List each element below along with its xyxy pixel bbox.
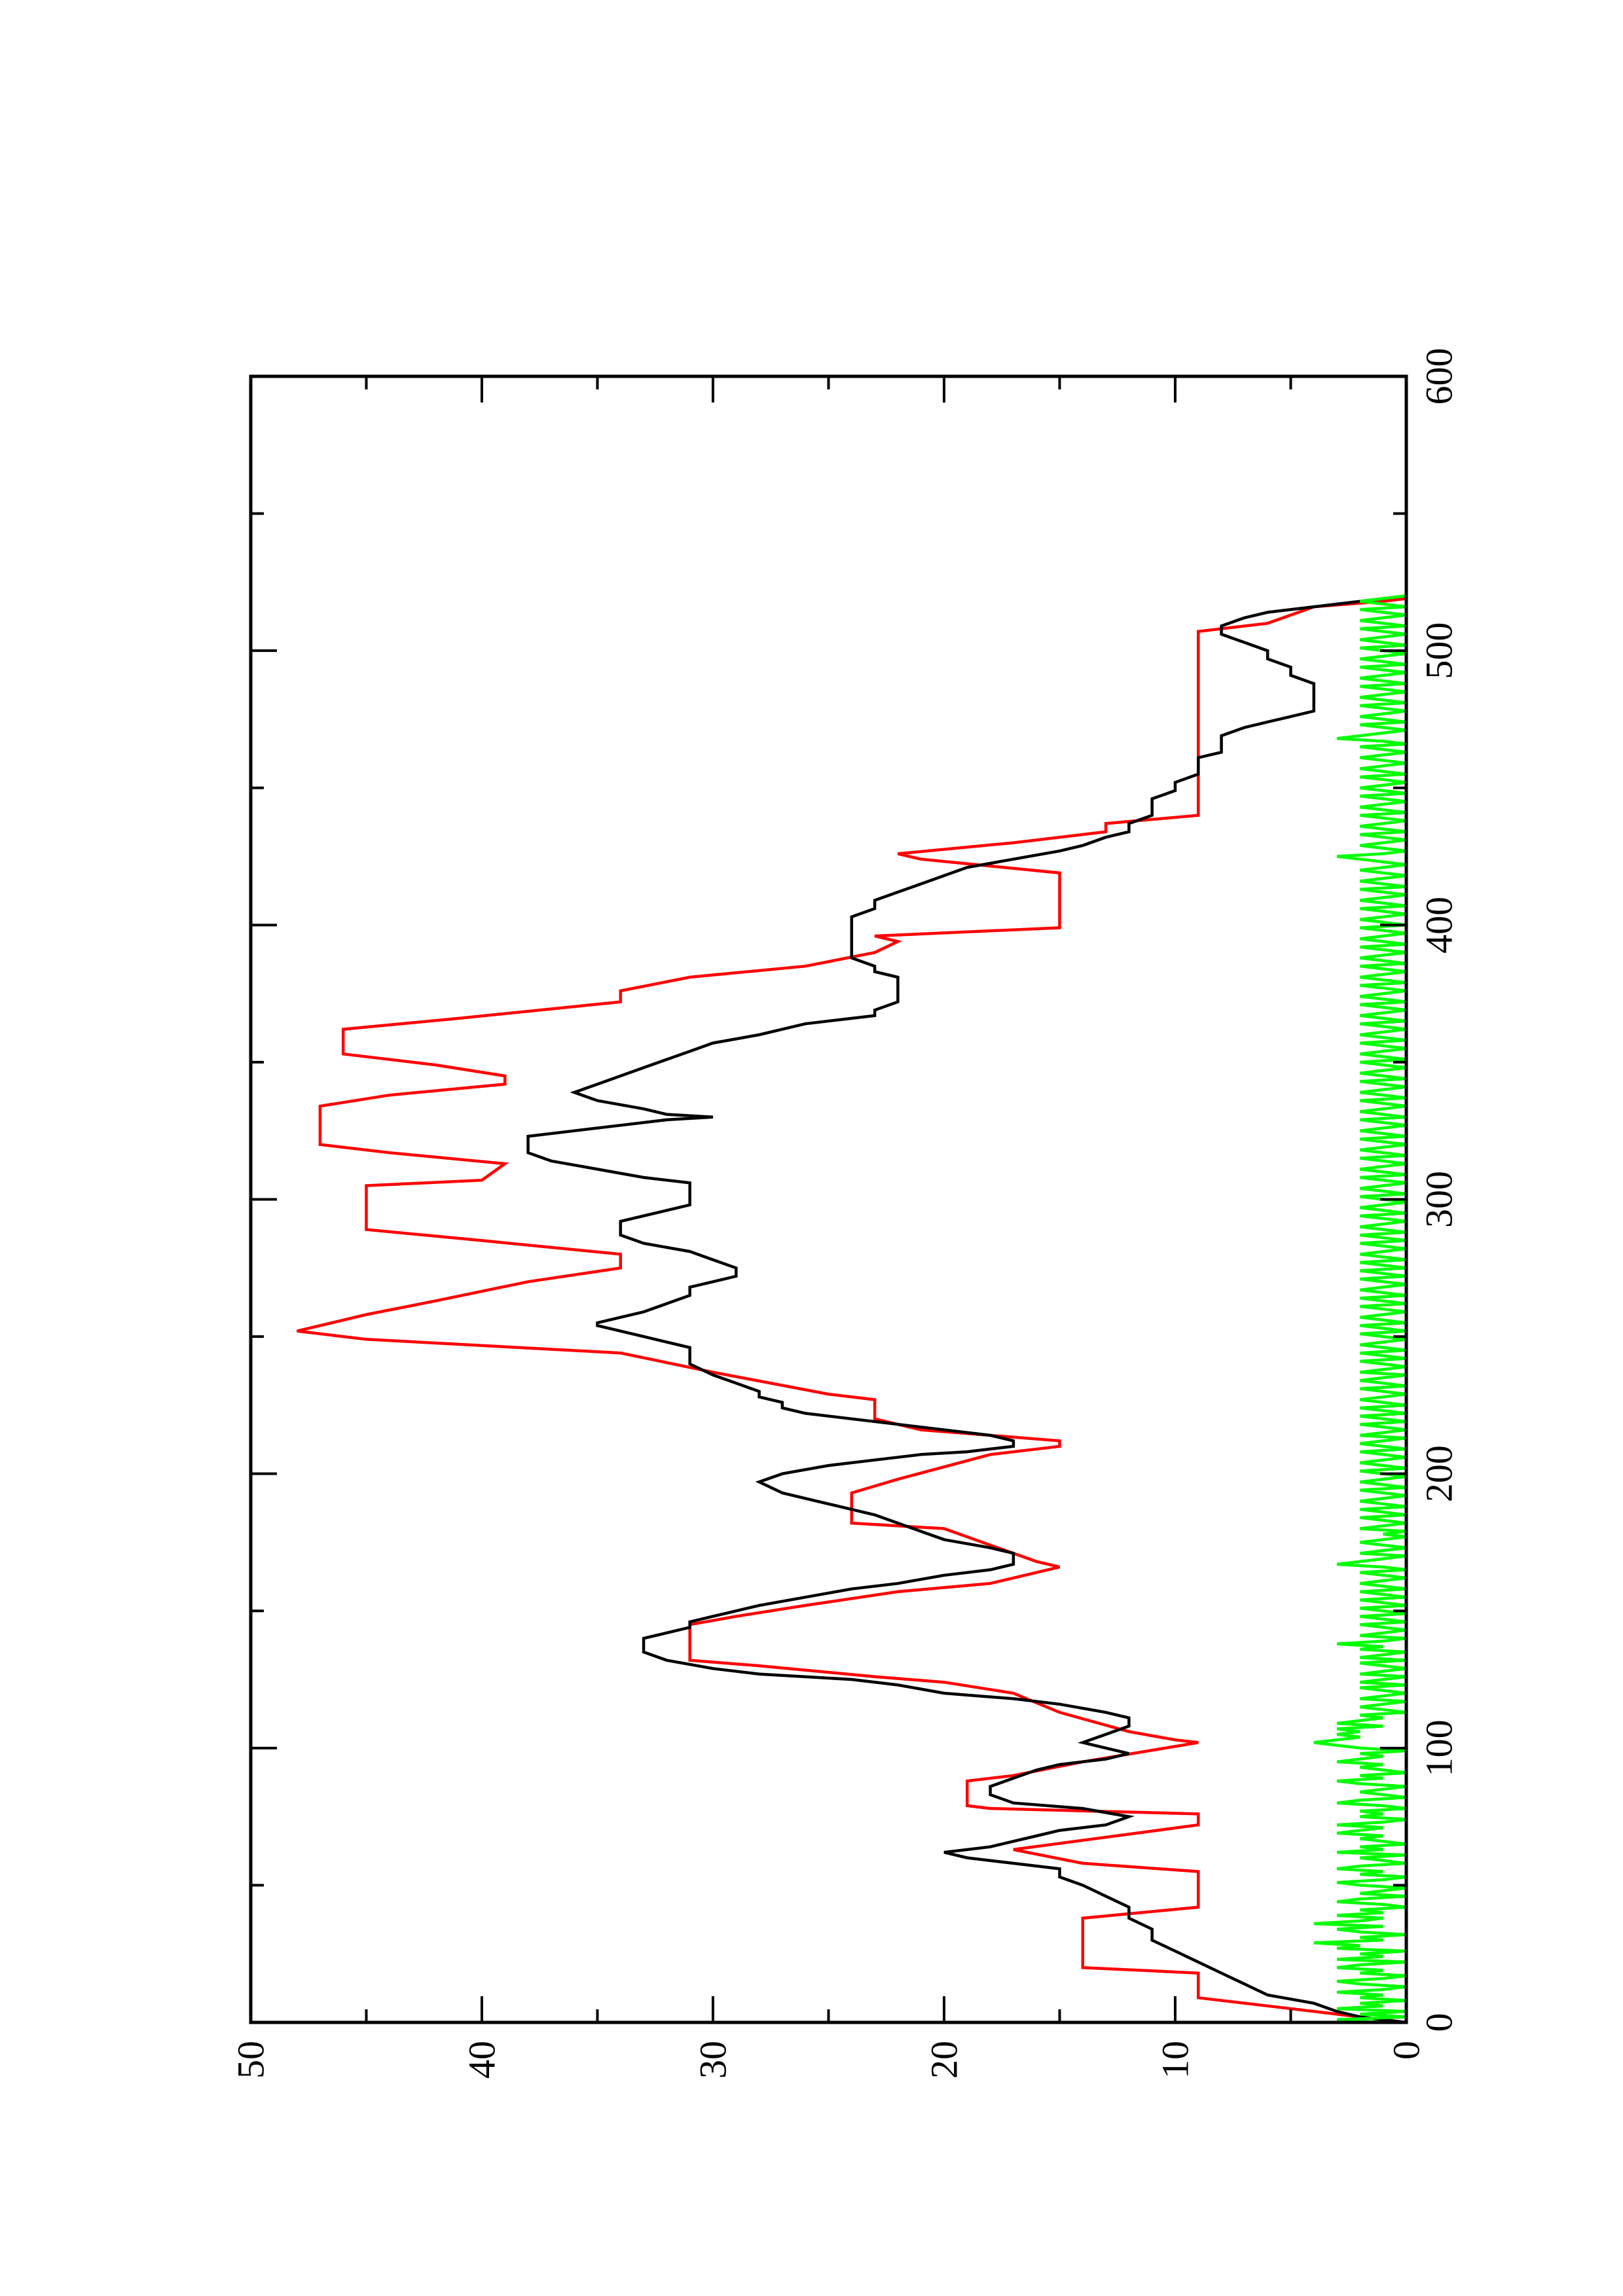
- x-tick-label: 600: [1418, 348, 1461, 405]
- y-tick-label: 40: [461, 2041, 503, 2079]
- axes: 0 100 200 300 400 500 600 0 10 20 30 40 50: [230, 348, 1461, 2079]
- x-tick-label: 0: [1418, 2013, 1461, 2032]
- y-tick-label: 50: [230, 2041, 272, 2079]
- y-tick-label: 20: [923, 2041, 966, 2079]
- x-tick-label: 200: [1418, 1445, 1461, 1502]
- plot-area: [251, 376, 1406, 2022]
- x-tick-label: 500: [1418, 622, 1461, 679]
- x-tick-label: 300: [1418, 1171, 1461, 1228]
- x-tick-label: 400: [1418, 897, 1461, 954]
- x-tick-label: 100: [1418, 1719, 1461, 1776]
- y-tick-label: 30: [692, 2041, 735, 2079]
- y-tick-label: 0: [1385, 2041, 1428, 2060]
- series-group: [297, 594, 1406, 2022]
- series-line-2: [526, 594, 1406, 2022]
- series-line-3: [1313, 594, 1406, 2022]
- y-tick-label: 10: [1154, 2041, 1197, 2079]
- plot-background: [251, 376, 1406, 2022]
